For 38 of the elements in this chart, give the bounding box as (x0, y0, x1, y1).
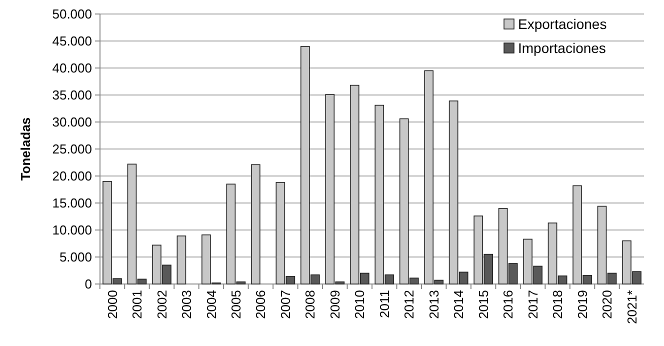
x-tick-label: 2016 (500, 290, 516, 319)
x-tick-label: 2001 (130, 290, 145, 319)
y-tick-label: 35.000 (52, 88, 92, 103)
x-tick-label: 2019 (574, 290, 590, 319)
y-tick-label: 30.000 (52, 114, 92, 130)
x-tick-label: 2018 (550, 290, 566, 319)
x-tick-label: 2000 (104, 290, 120, 319)
y-tick-label: 5.000 (59, 250, 92, 265)
x-tick-label: 2021* (624, 290, 640, 324)
x-tick-label: 2017 (525, 290, 540, 319)
x-tick-label: 2006 (253, 290, 268, 319)
x-tick-label: 2004 (204, 290, 219, 319)
x-tick-label: 2008 (302, 290, 318, 319)
y-tick-label: 20.000 (52, 168, 92, 184)
x-tick-label: 2012 (402, 290, 417, 319)
x-tick-label: 2003 (179, 290, 194, 319)
x-tick-label: 2015 (476, 290, 491, 319)
y-axis-title: Toneladas (18, 117, 33, 181)
bar (176, 236, 186, 284)
y-tick-label: 0 (84, 276, 92, 292)
y-tick-label: 25.000 (52, 142, 92, 157)
x-tick-label: 2002 (154, 290, 170, 319)
x-tick-label: 2011 (376, 290, 392, 318)
bar (251, 164, 260, 284)
x-tick-label: 2010 (352, 290, 368, 319)
y-tick-label: 40.000 (52, 60, 92, 76)
x-tick-label: 2020 (600, 290, 615, 319)
x-tick-label: 2007 (278, 290, 293, 319)
y-tick-label: 45.000 (52, 34, 92, 49)
y-tick-label: 15.000 (52, 196, 92, 211)
y-tick-label: 10.000 (52, 222, 92, 238)
x-tick-label: 2005 (228, 290, 244, 319)
x-tick-label: 2014 (451, 290, 466, 319)
x-tick-label: 2009 (327, 290, 342, 319)
legend-label: Importaciones (518, 40, 606, 56)
x-tick-label: 2013 (426, 290, 442, 319)
y-tick-label: 50.000 (52, 6, 92, 22)
legend-label: Exportaciones (518, 16, 607, 32)
